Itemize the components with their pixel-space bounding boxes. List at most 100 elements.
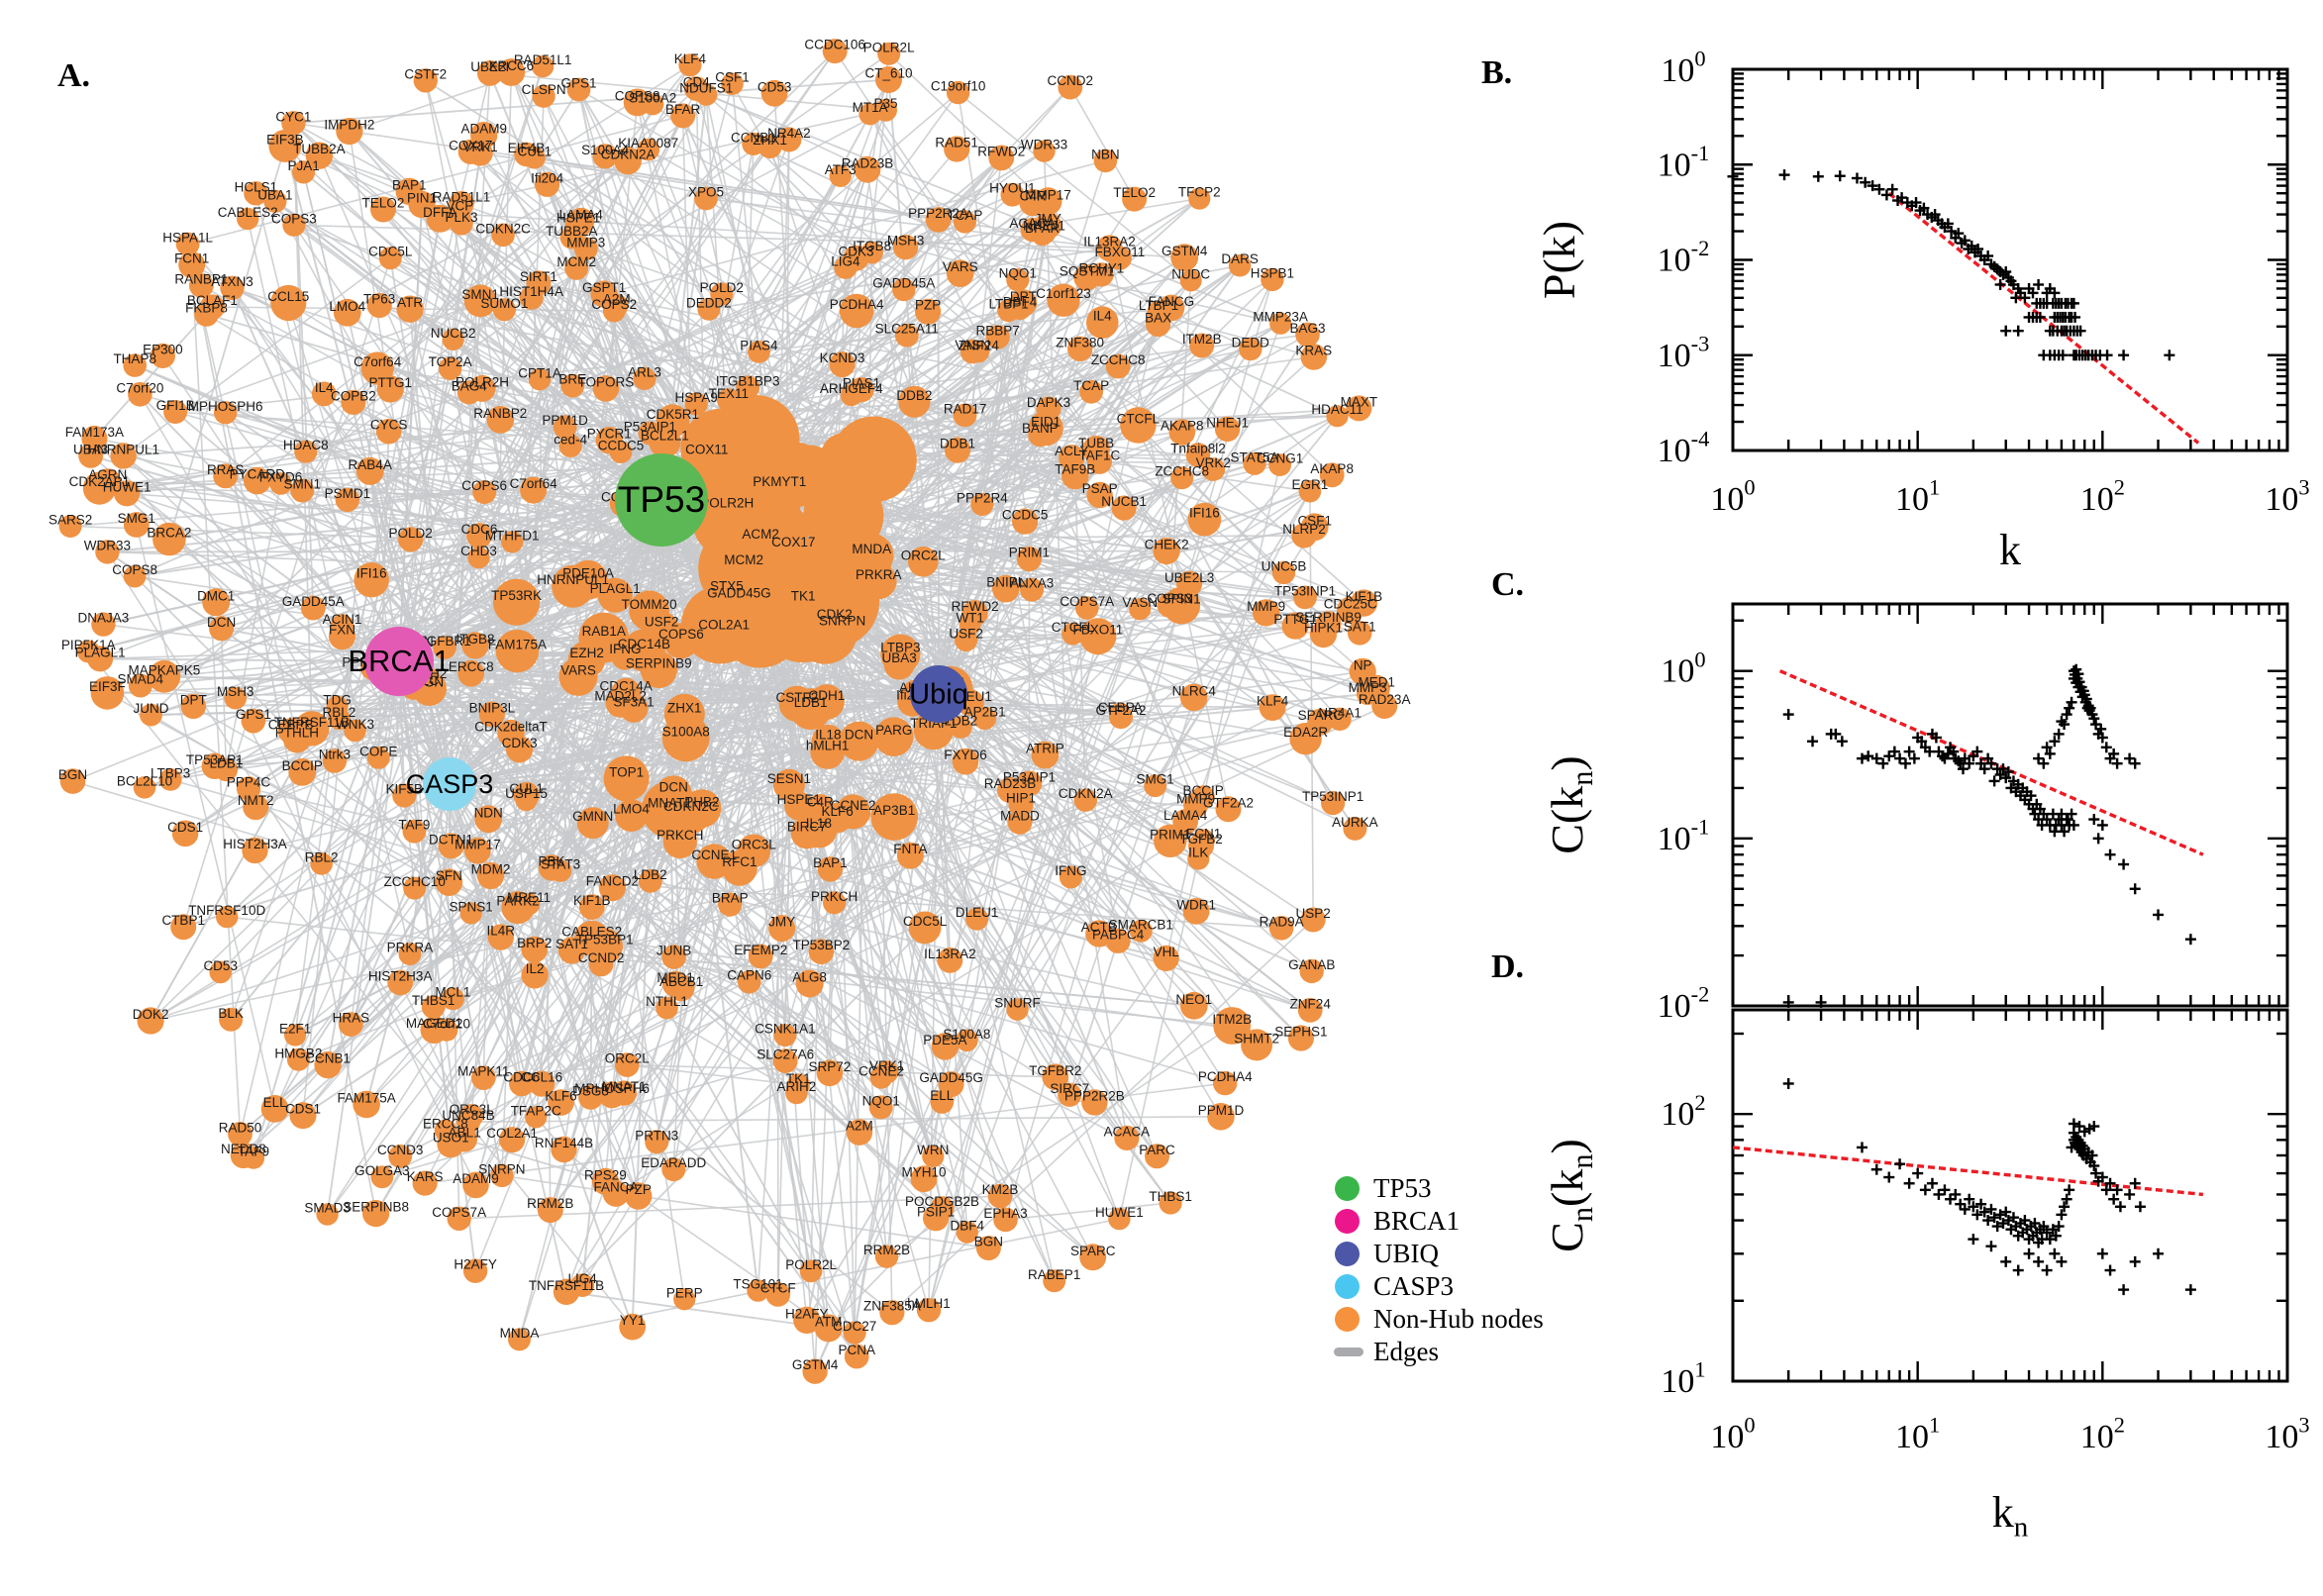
non-hub-node[interactable] <box>1346 395 1372 422</box>
non-hub-node[interactable] <box>395 177 423 206</box>
non-hub-node[interactable] <box>673 1288 696 1311</box>
non-hub-node[interactable] <box>328 623 356 650</box>
non-hub-node[interactable] <box>944 437 971 463</box>
non-hub-node[interactable] <box>619 1313 647 1341</box>
non-hub-node[interactable] <box>398 527 424 552</box>
non-hub-node[interactable] <box>663 693 705 735</box>
non-hub-node[interactable] <box>316 1203 339 1226</box>
non-hub-node[interactable] <box>213 463 239 489</box>
non-hub-node[interactable] <box>290 478 315 503</box>
non-hub-node[interactable] <box>333 298 361 327</box>
non-hub-node[interactable] <box>972 706 997 731</box>
non-hub-node[interactable] <box>532 84 556 108</box>
non-hub-node[interactable] <box>793 1306 821 1335</box>
non-hub-node[interactable] <box>388 1145 413 1168</box>
non-hub-node[interactable] <box>614 147 642 175</box>
non-hub-node[interactable] <box>760 79 788 107</box>
non-hub-node[interactable] <box>1144 774 1166 798</box>
non-hub-node[interactable] <box>194 302 219 327</box>
non-hub-node[interactable] <box>260 1095 289 1123</box>
non-hub-node[interactable] <box>171 820 199 848</box>
non-hub-node[interactable] <box>736 375 760 400</box>
non-hub-node[interactable] <box>216 905 239 929</box>
non-hub-node[interactable] <box>591 1167 620 1195</box>
non-hub-node[interactable] <box>314 1050 342 1079</box>
non-hub-node[interactable] <box>1036 396 1061 422</box>
non-hub-node[interactable] <box>344 719 366 743</box>
non-hub-node[interactable] <box>398 943 422 965</box>
non-hub-node[interactable] <box>843 1321 866 1345</box>
non-hub-node[interactable] <box>960 339 985 364</box>
non-hub-node[interactable] <box>1114 1125 1140 1150</box>
non-hub-node[interactable] <box>1086 481 1113 509</box>
non-hub-node[interactable] <box>486 406 515 434</box>
non-hub-node[interactable] <box>447 1206 471 1232</box>
non-hub-node[interactable] <box>615 1052 640 1077</box>
non-hub-node[interactable] <box>877 42 901 65</box>
non-hub-node[interactable] <box>645 1130 669 1154</box>
non-hub-node[interactable] <box>720 543 767 590</box>
non-hub-node[interactable] <box>133 776 156 799</box>
non-hub-node[interactable] <box>370 196 396 223</box>
non-hub-node[interactable] <box>925 207 952 233</box>
non-hub-node[interactable] <box>609 441 633 463</box>
non-hub-node[interactable] <box>892 277 916 302</box>
non-hub-node[interactable] <box>464 837 491 864</box>
non-hub-node[interactable] <box>615 799 648 832</box>
non-hub-node[interactable] <box>785 1081 808 1105</box>
non-hub-node[interactable] <box>1079 1244 1107 1271</box>
non-hub-node[interactable] <box>328 707 351 731</box>
non-hub-node[interactable] <box>773 1024 797 1047</box>
non-hub-node[interactable] <box>1073 264 1100 291</box>
non-hub-node[interactable] <box>128 673 152 698</box>
non-hub-node[interactable] <box>598 874 627 902</box>
non-hub-node[interactable] <box>288 758 317 786</box>
non-hub-node[interactable] <box>137 1007 164 1035</box>
non-hub-node[interactable] <box>808 939 835 964</box>
non-hub-node[interactable] <box>1253 599 1280 627</box>
non-hub-node[interactable] <box>661 1157 686 1182</box>
non-hub-node[interactable] <box>202 588 231 617</box>
non-hub-node[interactable] <box>487 924 514 950</box>
non-hub-node[interactable] <box>492 298 516 322</box>
non-hub-node[interactable] <box>910 1165 938 1193</box>
non-hub-node[interactable] <box>758 135 782 159</box>
non-hub-node[interactable] <box>366 747 390 769</box>
non-hub-node[interactable] <box>282 213 306 237</box>
non-hub-node[interactable] <box>697 297 721 321</box>
non-hub-node[interactable] <box>684 392 708 416</box>
non-hub-node[interactable] <box>531 54 555 78</box>
non-hub-node[interactable] <box>1299 958 1324 984</box>
non-hub-node[interactable] <box>1291 523 1317 549</box>
non-hub-node[interactable] <box>284 1024 307 1047</box>
non-hub-node[interactable] <box>521 961 549 989</box>
non-hub-node[interactable] <box>514 142 539 167</box>
non-hub-node[interactable] <box>952 748 979 775</box>
non-hub-node[interactable] <box>737 969 761 994</box>
non-hub-node[interactable] <box>1201 457 1226 481</box>
non-hub-node[interactable] <box>1309 621 1338 648</box>
non-hub-node[interactable] <box>461 632 489 659</box>
non-hub-node[interactable] <box>603 755 650 802</box>
non-hub-node[interactable] <box>294 440 318 463</box>
non-hub-node[interactable] <box>873 717 914 756</box>
non-hub-node[interactable] <box>236 776 261 801</box>
non-hub-node[interactable] <box>513 781 540 809</box>
non-hub-node[interactable] <box>1307 708 1334 736</box>
non-hub-node[interactable] <box>592 144 618 169</box>
non-hub-node[interactable] <box>1109 702 1132 726</box>
non-hub-node[interactable] <box>656 404 690 438</box>
non-hub-node[interactable] <box>498 1127 526 1153</box>
non-hub-node[interactable] <box>915 298 942 325</box>
non-hub-node[interactable] <box>988 145 1015 171</box>
non-hub-node[interactable] <box>1129 598 1152 621</box>
non-hub-node[interactable] <box>566 77 591 102</box>
non-hub-node[interactable] <box>678 53 702 77</box>
non-hub-node[interactable] <box>1343 816 1367 841</box>
non-hub-node[interactable] <box>1031 741 1060 769</box>
non-hub-node[interactable] <box>470 122 498 150</box>
non-hub-node[interactable] <box>1159 1191 1182 1215</box>
non-hub-node[interactable] <box>956 1029 978 1052</box>
non-hub-node[interactable] <box>459 902 482 925</box>
non-hub-node[interactable] <box>305 142 334 169</box>
